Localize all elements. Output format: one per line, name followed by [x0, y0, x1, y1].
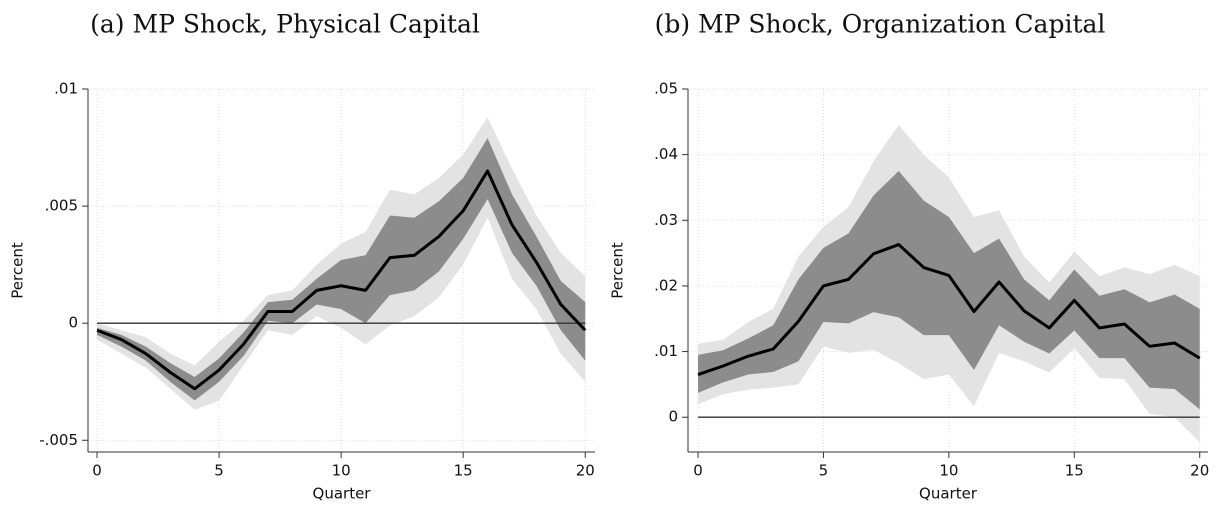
x-tick-label: 15 [454, 462, 473, 480]
y-tick-label: .01 [654, 342, 678, 360]
y-tick-label: .02 [654, 276, 678, 294]
confidence-band [698, 171, 1200, 410]
chart-title: (b) MP Shock, Organization Capital [655, 10, 1106, 39]
chart-title: (a) MP Shock, Physical Capital [90, 10, 480, 39]
y-axis-label: Percent [9, 242, 27, 299]
x-axis-label: Quarter [313, 485, 372, 503]
y-tick-label: .005 [45, 197, 78, 215]
y-tick-label: -.005 [39, 431, 78, 449]
x-tick-label: 10 [939, 462, 958, 480]
x-tick-label: 20 [576, 462, 595, 480]
response-line [697, 243, 1201, 376]
x-tick-label: 5 [819, 462, 829, 480]
confidence-band [97, 138, 586, 401]
x-tick-label: 5 [214, 462, 224, 480]
y-tick-label: .05 [654, 80, 678, 98]
x-axis-label: Quarter [919, 485, 978, 503]
y-tick-label: .01 [54, 80, 78, 98]
y-tick-label: 0 [68, 314, 78, 332]
y-tick-label: 0 [668, 408, 678, 426]
response-line [96, 169, 587, 391]
x-tick-label: 10 [332, 462, 351, 480]
y-tick-label: .04 [654, 145, 678, 163]
x-tick-label: 0 [693, 462, 703, 480]
x-tick-label: 15 [1065, 462, 1084, 480]
y-tick-label: .03 [654, 211, 678, 229]
x-tick-label: 0 [92, 462, 102, 480]
x-tick-label: 20 [1190, 462, 1209, 480]
y-axis-label: Percent [609, 242, 627, 299]
